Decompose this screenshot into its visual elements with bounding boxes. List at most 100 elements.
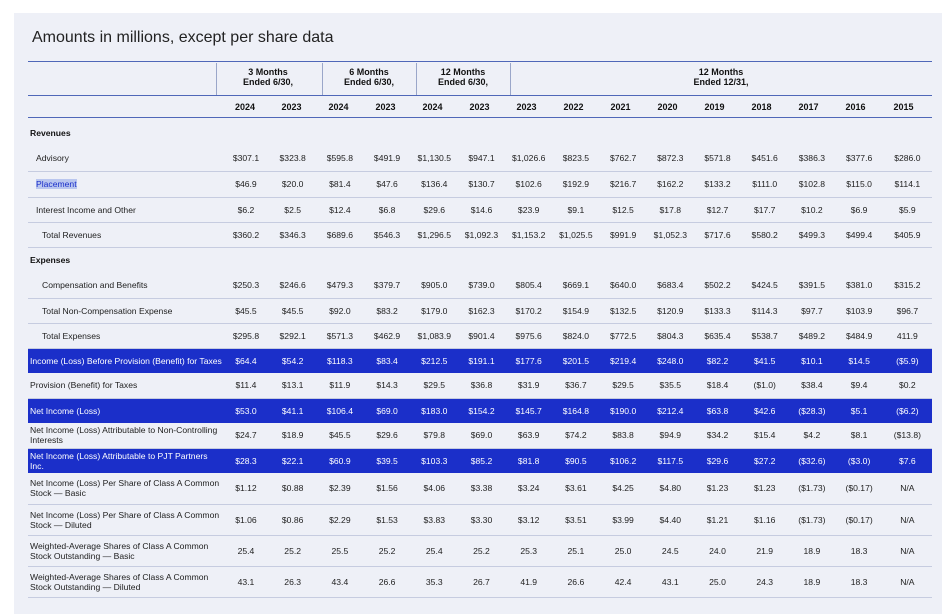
value-cell: $219.4 <box>599 348 647 373</box>
value-cell: $4.2 <box>788 423 836 449</box>
table-row: Net Income (Loss) Per Share of Class A C… <box>28 473 932 505</box>
value-cell: $41.5 <box>741 348 789 373</box>
value-cell: $248.0 <box>646 348 694 373</box>
value-cell <box>505 247 552 272</box>
value-cell: ($3.0) <box>835 448 883 473</box>
value-cell: $14.5 <box>835 348 883 373</box>
selected-text[interactable]: Placement <box>36 179 77 189</box>
table-row: Advisory $307.1 $323.8 $595.8 $491.9 $1,130.5… <box>28 145 932 172</box>
value-cell: 35.3 <box>410 566 458 598</box>
value-cell: $7.6 <box>882 448 932 473</box>
value-cell: $3.12 <box>505 504 553 536</box>
value-cell: $424.5 <box>741 272 789 299</box>
value-cell: $772.5 <box>599 323 647 349</box>
row-label: Net Income (Loss) Per Share of Class A C… <box>28 504 223 536</box>
financial-table: Revenues Advisory $307.1 $323.8 $595.8 $491.9… <box>28 121 932 598</box>
value-cell: $405.9 <box>882 222 932 248</box>
value-cell: 18.9 <box>788 566 836 598</box>
value-cell: $45.5 <box>316 423 364 449</box>
value-cell: $114.3 <box>741 298 789 324</box>
table-row: Expenses <box>28 247 932 272</box>
value-cell: $94.9 <box>646 423 694 449</box>
value-cell: ($0.17) <box>835 504 883 536</box>
value-cell: $47.6 <box>363 171 411 198</box>
value-cell: $462.9 <box>363 323 411 349</box>
value-cell: $74.2 <box>552 423 600 449</box>
value-cell: $81.8 <box>505 448 553 473</box>
value-cell: $133.3 <box>693 298 742 324</box>
value-cell: 25.2 <box>269 535 317 567</box>
value-cell: ($5.9) <box>882 348 932 373</box>
value-cell: $947.1 <box>457 145 506 172</box>
year-header: 2023 <box>375 102 396 112</box>
value-cell: $10.1 <box>788 348 836 373</box>
value-cell <box>694 247 741 272</box>
value-cell: $29.5 <box>599 373 647 399</box>
value-cell <box>223 121 269 145</box>
value-cell: $79.8 <box>410 423 458 449</box>
value-cell: 26.6 <box>363 566 411 598</box>
value-cell: $6.8 <box>363 197 411 223</box>
year-header: 2017 <box>798 102 819 112</box>
row-label: Income (Loss) Before Provision (Benefit)… <box>28 348 223 373</box>
value-cell: 41.9 <box>505 566 553 598</box>
value-cell: $114.1 <box>882 171 932 198</box>
value-cell: $360.2 <box>222 222 270 248</box>
value-cell: $13.1 <box>269 373 317 399</box>
value-cell: $292.1 <box>269 323 317 349</box>
value-cell: $377.6 <box>835 145 883 172</box>
value-cell: $120.9 <box>646 298 694 324</box>
value-cell: $1,092.3 <box>457 222 506 248</box>
value-cell: $4.40 <box>646 504 694 536</box>
value-cell: $3.83 <box>410 504 458 536</box>
table-row: Weighted-Average Shares of Class A Commo… <box>28 566 932 598</box>
value-cell: $64.4 <box>222 348 270 373</box>
value-cell <box>599 247 646 272</box>
value-cell: $1.06 <box>222 504 270 536</box>
value-cell: $595.8 <box>316 145 364 172</box>
value-cell: $36.7 <box>552 373 600 399</box>
row-label: Interest Income and Other <box>28 197 223 223</box>
value-cell: 25.4 <box>222 535 270 567</box>
table-row: Placement $46.9 $20.0 $81.4 $47.6 $136.4 $130.… <box>28 171 932 198</box>
value-cell: 43.1 <box>646 566 694 598</box>
value-cell: $106.4 <box>316 398 364 423</box>
value-cell: $14.3 <box>363 373 411 399</box>
value-cell: $17.8 <box>646 197 694 223</box>
value-cell: $546.3 <box>363 222 411 248</box>
value-cell: $571.3 <box>316 323 364 349</box>
value-cell: $1,026.6 <box>505 145 553 172</box>
value-cell: 411.9 <box>882 323 932 349</box>
value-cell: $379.7 <box>363 272 411 299</box>
value-cell: $484.9 <box>835 323 883 349</box>
table-row: Revenues <box>28 121 932 145</box>
row-label: Net Income (Loss) <box>28 398 223 423</box>
value-cell <box>647 247 694 272</box>
value-cell: $133.2 <box>693 171 742 198</box>
value-cell: $3.30 <box>457 504 506 536</box>
value-cell: $20.0 <box>269 171 317 198</box>
value-cell: $18.4 <box>693 373 742 399</box>
value-cell <box>694 121 741 145</box>
group-divider <box>510 63 511 95</box>
value-cell: $499.3 <box>788 222 836 248</box>
row-label: Weighted-Average Shares of Class A Commo… <box>28 535 223 567</box>
value-cell: $102.6 <box>505 171 553 198</box>
value-cell: N/A <box>882 473 932 505</box>
value-cell: $5.9 <box>882 197 932 223</box>
table-row: Total Non-Compensation Expense $45.5 $45.5… <box>28 298 932 324</box>
value-cell: $315.2 <box>882 272 932 299</box>
value-cell: $489.2 <box>788 323 836 349</box>
financial-summary-panel: Amounts in millions, except per share da… <box>14 13 942 614</box>
value-cell: $762.7 <box>599 145 647 172</box>
value-cell: $346.3 <box>269 222 317 248</box>
row-label: Net Income (Loss) Per Share of Class A C… <box>28 473 223 505</box>
value-cell: $4.06 <box>410 473 458 505</box>
value-cell: $0.86 <box>269 504 317 536</box>
value-cell: 25.0 <box>693 566 742 598</box>
value-cell: $12.5 <box>599 197 647 223</box>
value-cell <box>363 121 410 145</box>
value-cell: $823.5 <box>552 145 600 172</box>
group-header-6-months: 6 Months Ended 6/30, <box>343 67 395 87</box>
value-cell: $15.4 <box>741 423 789 449</box>
